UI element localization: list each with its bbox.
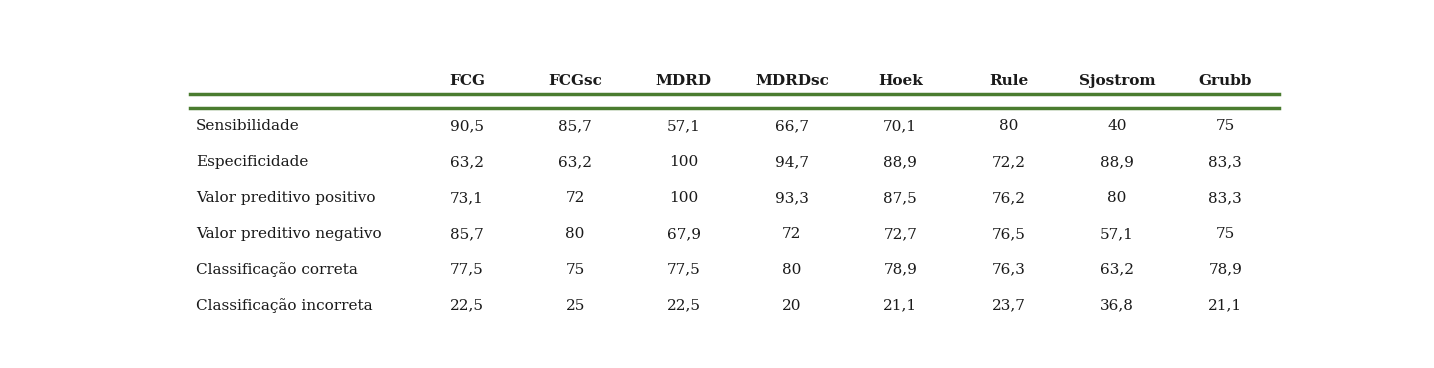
Text: 88,9: 88,9 (883, 155, 918, 169)
Text: Rule: Rule (989, 74, 1028, 88)
Text: 100: 100 (668, 191, 698, 205)
Text: 57,1: 57,1 (1100, 227, 1134, 241)
Text: Sensibilidade: Sensibilidade (196, 119, 300, 133)
Text: Valor preditivo positivo: Valor preditivo positivo (196, 191, 376, 205)
Text: 72,2: 72,2 (991, 155, 1025, 169)
Text: 100: 100 (668, 155, 698, 169)
Text: Classificação incorreta: Classificação incorreta (196, 298, 373, 313)
Text: 90,5: 90,5 (450, 119, 483, 133)
Text: 94,7: 94,7 (774, 155, 809, 169)
Text: 83,3: 83,3 (1209, 191, 1242, 205)
Text: 88,9: 88,9 (1100, 155, 1134, 169)
Text: 57,1: 57,1 (667, 119, 700, 133)
Text: 22,5: 22,5 (667, 298, 701, 312)
Text: 78,9: 78,9 (883, 263, 918, 277)
Text: 76,5: 76,5 (992, 227, 1025, 241)
Text: 36,8: 36,8 (1100, 298, 1134, 312)
Text: Grubb: Grubb (1199, 74, 1252, 88)
Text: 80: 80 (1107, 191, 1127, 205)
Text: 63,2: 63,2 (558, 155, 592, 169)
Text: 40: 40 (1107, 119, 1127, 133)
Text: 73,1: 73,1 (450, 191, 483, 205)
Text: 22,5: 22,5 (450, 298, 483, 312)
Text: FCGsc: FCGsc (548, 74, 602, 88)
Text: 21,1: 21,1 (883, 298, 918, 312)
Text: 66,7: 66,7 (774, 119, 809, 133)
Text: 63,2: 63,2 (1100, 263, 1134, 277)
Text: 75: 75 (565, 263, 585, 277)
Text: 21,1: 21,1 (1209, 298, 1242, 312)
Text: MDRD: MDRD (655, 74, 711, 88)
Text: 63,2: 63,2 (450, 155, 483, 169)
Text: 67,9: 67,9 (667, 227, 701, 241)
Text: 80: 80 (565, 227, 585, 241)
Text: 87,5: 87,5 (883, 191, 918, 205)
Text: 75: 75 (1216, 119, 1235, 133)
Text: 85,7: 85,7 (558, 119, 592, 133)
Text: 78,9: 78,9 (1209, 263, 1242, 277)
Text: FCG: FCG (449, 74, 485, 88)
Text: 25: 25 (565, 298, 585, 312)
Text: 80: 80 (999, 119, 1018, 133)
Text: 23,7: 23,7 (992, 298, 1025, 312)
Text: 70,1: 70,1 (883, 119, 918, 133)
Text: 72,7: 72,7 (883, 227, 918, 241)
Text: MDRDsc: MDRDsc (754, 74, 829, 88)
Text: 93,3: 93,3 (774, 191, 809, 205)
Text: Hoek: Hoek (878, 74, 922, 88)
Text: Classificação correta: Classificação correta (196, 262, 358, 277)
Text: Especificidade: Especificidade (196, 155, 308, 169)
Text: 76,2: 76,2 (991, 191, 1025, 205)
Text: 83,3: 83,3 (1209, 155, 1242, 169)
Text: 80: 80 (782, 263, 802, 277)
Text: 75: 75 (1216, 227, 1235, 241)
Text: 77,5: 77,5 (667, 263, 700, 277)
Text: 76,3: 76,3 (992, 263, 1025, 277)
Text: 85,7: 85,7 (450, 227, 483, 241)
Text: 72: 72 (565, 191, 585, 205)
Text: 20: 20 (782, 298, 802, 312)
Text: 77,5: 77,5 (450, 263, 483, 277)
Text: Valor preditivo negativo: Valor preditivo negativo (196, 227, 381, 241)
Text: 72: 72 (782, 227, 802, 241)
Text: Sjostrom: Sjostrom (1078, 74, 1156, 88)
